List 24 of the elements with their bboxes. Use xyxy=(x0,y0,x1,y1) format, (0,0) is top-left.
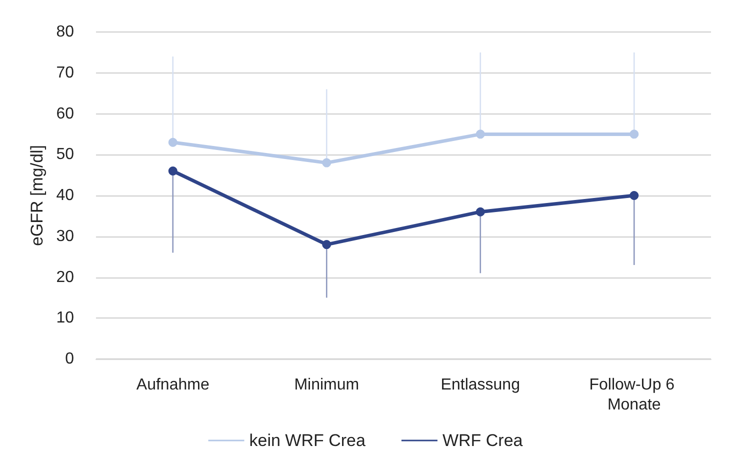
y-tick-label: 0 xyxy=(65,350,74,368)
x-tick-label: Entlassung xyxy=(440,376,520,394)
point xyxy=(322,240,332,250)
x-tick-label: Follow-Up 6 Monate xyxy=(589,376,680,414)
legend-label: kein WRF Crea xyxy=(249,431,366,450)
y-tick-label: 50 xyxy=(56,146,74,164)
point xyxy=(630,191,639,200)
y-tick-label: 70 xyxy=(56,64,74,82)
point xyxy=(476,207,485,216)
y-tick-label: 30 xyxy=(56,228,74,245)
x-tick-label: Aufnahme xyxy=(136,376,210,394)
point xyxy=(168,138,178,147)
y-axis-title: eGFR [mg/dl] xyxy=(27,144,46,246)
legend-label: WRF Crea xyxy=(442,431,524,450)
y-tick-label: 60 xyxy=(56,105,74,122)
y-tick-label: 80 xyxy=(56,24,74,40)
x-tick-label: Minimum xyxy=(294,376,360,394)
point xyxy=(476,130,485,139)
point xyxy=(322,158,332,168)
y-tick-label: 40 xyxy=(56,187,74,204)
point xyxy=(630,130,639,139)
y-tick-label: 10 xyxy=(56,310,74,327)
point xyxy=(168,166,178,176)
y-tick-label: 20 xyxy=(56,268,74,286)
